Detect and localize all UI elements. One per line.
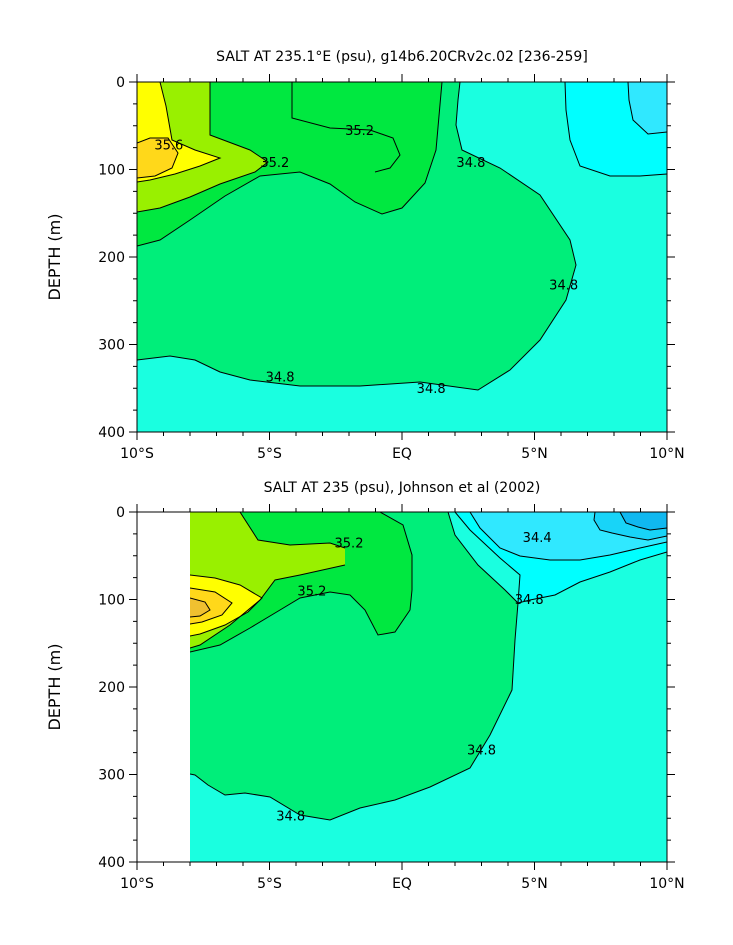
contour-label: 34.8	[456, 156, 485, 171]
contour-label: 34.8	[515, 593, 544, 608]
contour-label: 34.8	[417, 382, 446, 397]
contour-lines	[190, 512, 667, 821]
band-34.4	[628, 82, 667, 134]
y-tick-label: 400	[98, 855, 125, 871]
y-tick-label: 100	[98, 163, 125, 179]
y-tick-label: 200	[98, 680, 125, 696]
x-tick-label: 5°S	[257, 446, 282, 462]
contour-label: 35.2	[297, 584, 326, 599]
x-axis: 10°S 5°S EQ 5°N 10°N	[120, 74, 685, 462]
contour-label: 35.6	[154, 139, 183, 154]
y-tick-label: 0	[116, 75, 125, 91]
contour-labels: 35.2 35.2 34.4 34.8 34.8 34.8	[276, 531, 552, 824]
contour-fill	[190, 512, 667, 862]
contour-label: 35.2	[335, 536, 364, 551]
x-tick-label: EQ	[392, 446, 412, 462]
band-34.0	[620, 512, 667, 530]
contour-label: 35.2	[345, 124, 374, 139]
contour-lines	[137, 82, 667, 391]
y-tick-label: 400	[98, 425, 125, 441]
contour-label: 34.4	[523, 531, 552, 546]
band-35.2	[137, 82, 442, 246]
x-tick-label: 10°N	[649, 446, 684, 462]
x-tick-label: 5°N	[521, 876, 547, 892]
band-35.4	[137, 82, 268, 212]
x-tick-label: 10°S	[120, 446, 154, 462]
y-axis-label: DEPTH (m)	[45, 213, 64, 300]
contour-label: 35.2	[260, 156, 289, 171]
y-tick-label: 100	[98, 593, 125, 609]
contour-label: 34.8	[549, 279, 578, 294]
panel-title: SALT AT 235.1°E (psu), g14b6.20CRv2c.02 …	[216, 49, 588, 65]
contour-label: 34.8	[467, 744, 496, 759]
y-tick-label: 300	[98, 338, 125, 354]
band-35.8	[137, 138, 178, 178]
y-tick-label: 200	[98, 250, 125, 266]
contour-fill	[137, 82, 667, 432]
x-tick-label: 10°N	[649, 876, 684, 892]
x-axis: 10°S 5°S EQ 5°N 10°N	[120, 504, 685, 892]
x-tick-label: 10°S	[120, 876, 154, 892]
contour-label: 34.8	[276, 809, 305, 824]
y-tick-label: 0	[116, 505, 125, 521]
y-axis-label: DEPTH (m)	[45, 643, 64, 730]
contour-labels: 35.6 35.2 35.2 34.8 34.8 34.8 34.8	[154, 124, 578, 397]
panel-observed: SALT AT 235 (psu), Johnson et al (2002) …	[45, 480, 685, 892]
x-tick-label: 5°S	[257, 876, 282, 892]
x-tick-label: EQ	[392, 876, 412, 892]
y-axis: 0 100 200 300 400	[98, 75, 675, 441]
panel-title: SALT AT 235 (psu), Johnson et al (2002)	[264, 480, 541, 496]
y-tick-label: 300	[98, 768, 125, 784]
x-tick-label: 5°N	[521, 446, 547, 462]
panel-model: SALT AT 235.1°E (psu), g14b6.20CRv2c.02 …	[45, 49, 685, 462]
y-axis: 0 100 200 300 400	[98, 505, 675, 871]
contour-label: 34.8	[266, 371, 295, 386]
